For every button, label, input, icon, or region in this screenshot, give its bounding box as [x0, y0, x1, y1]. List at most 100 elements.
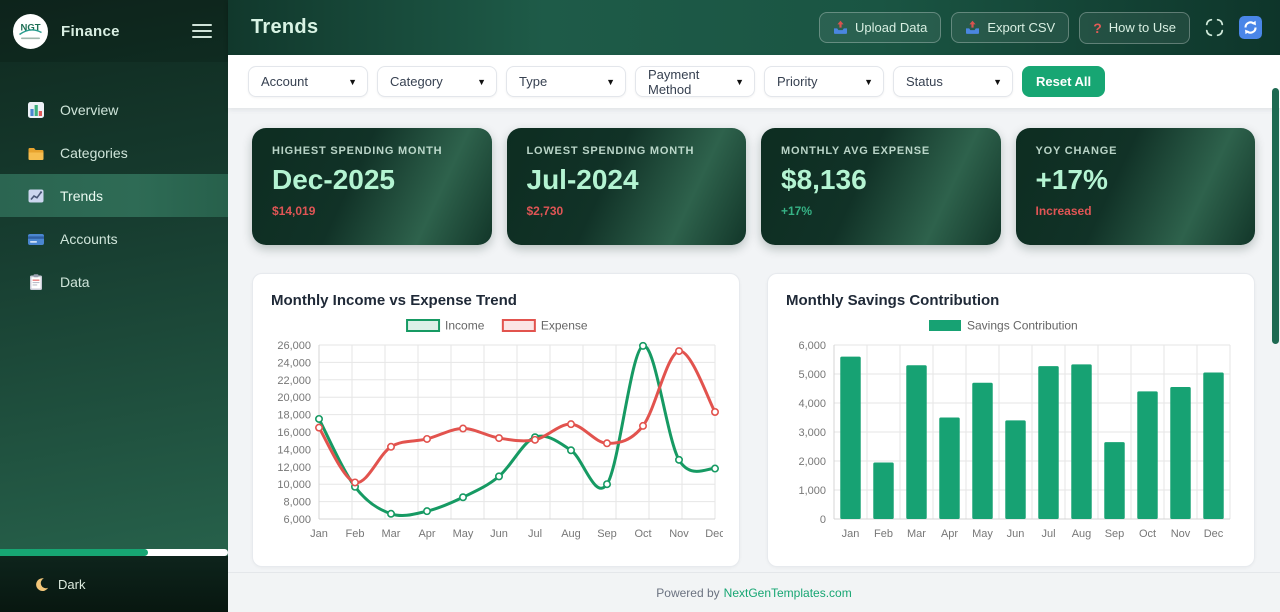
svg-text:10,000: 10,000: [277, 479, 311, 491]
svg-text:6,000: 6,000: [798, 340, 826, 352]
filter-account[interactable]: Account ▼: [248, 66, 368, 97]
chart-title: Monthly Income vs Expense Trend: [271, 292, 517, 309]
export-csv-button[interactable]: Export CSV: [951, 12, 1070, 43]
svg-text:Jul: Jul: [528, 528, 542, 540]
stat-value: +17%: [1035, 164, 1108, 195]
stat-card-yoy-change: YOY CHANGE +17% Increased: [1015, 128, 1255, 245]
stat-label: LOWEST SPENDING MONTH: [526, 145, 695, 157]
stat-card-monthly-avg-expense: MONTHLY AVG EXPENSE $8,136 +17%: [761, 128, 1001, 245]
filter-type[interactable]: Type ▼: [506, 66, 626, 97]
stat-value: Jul-2024: [526, 164, 639, 195]
svg-text:2,000: 2,000: [798, 456, 826, 468]
svg-text:24,000: 24,000: [277, 357, 311, 369]
filter-status[interactable]: Status ▼: [893, 66, 1013, 97]
svg-text:Sep: Sep: [597, 528, 617, 540]
svg-text:Oct: Oct: [1139, 528, 1156, 540]
chevron-down-icon: ▼: [864, 76, 873, 87]
export-tray-icon: [966, 20, 980, 34]
income-expense-line-chart[interactable]: 6,000 8,000 10,000 12,000 14,000 16,000 18,000…: [269, 313, 723, 545]
svg-text:3,000: 3,000: [798, 427, 826, 439]
svg-text:Apr: Apr: [941, 528, 958, 540]
sidebar-item-label: Categories: [60, 144, 128, 161]
sidebar-item-accounts[interactable]: Accounts: [0, 217, 228, 260]
sidebar-item-overview[interactable]: Overview: [0, 88, 228, 131]
svg-text:Sep: Sep: [1105, 528, 1125, 540]
page-header: Trends Upload Data Export CSV ? How to U…: [228, 0, 1280, 55]
sidebar-item-label: Trends: [60, 187, 104, 204]
svg-text:Feb: Feb: [346, 528, 365, 540]
svg-text:26,000: 26,000: [277, 340, 311, 352]
svg-text:Mar: Mar: [907, 528, 926, 540]
svg-text:Expense: Expense: [541, 319, 588, 333]
income-expense-chart-card: Monthly Income vs Expense Trend 6,000 8,0…: [252, 273, 740, 567]
upload-data-button[interactable]: Upload Data: [819, 12, 942, 43]
brand-row: NGT Finance: [0, 0, 228, 62]
clipboard-icon: [30, 273, 42, 290]
question-mark-icon: ?: [1093, 19, 1102, 36]
fullscreen-icon[interactable]: [1204, 17, 1225, 38]
svg-text:20,000: 20,000: [277, 392, 311, 404]
svg-text:Income: Income: [445, 319, 485, 333]
svg-text:18,000: 18,000: [277, 410, 311, 422]
svg-text:Aug: Aug: [561, 528, 581, 540]
svg-text:Aug: Aug: [1072, 528, 1092, 540]
svg-text:8,000: 8,000: [283, 497, 311, 509]
stat-card-lowest-spending: LOWEST SPENDING MONTH Jul-2024 $2,730: [506, 128, 746, 245]
theme-toggle-label: Dark: [58, 576, 86, 592]
svg-text:Savings Contribution: Savings Contribution: [967, 319, 1078, 333]
svg-text:May: May: [453, 528, 474, 540]
how-to-use-button[interactable]: ? How to Use: [1079, 11, 1190, 44]
folder-icon: [28, 147, 44, 160]
stat-subtext: +17%: [781, 204, 813, 218]
sidebar-progress-bar[interactable]: [0, 549, 228, 556]
sidebar-item-label: Overview: [60, 101, 119, 118]
stat-card-highest-spending: HIGHEST SPENDING MONTH Dec-2025 $14,019: [252, 128, 492, 245]
ngt-logo: NGT: [13, 13, 48, 49]
svg-text:Jun: Jun: [490, 528, 508, 540]
footer-text: Powered by: [656, 585, 720, 600]
sidebar: NGT Finance Overview: [0, 0, 228, 612]
svg-text:14,000: 14,000: [277, 444, 311, 456]
brand-name: Finance: [61, 22, 120, 40]
menu-toggle-icon[interactable]: [192, 20, 212, 42]
savings-bar-chart[interactable]: 0 1,000 2,000 3,000 4,000 5,000 6,000 Jan Feb Mar…: [784, 313, 1238, 545]
svg-text:4,000: 4,000: [798, 398, 826, 410]
dark-mode-toggle[interactable]: Dark: [34, 577, 85, 592]
svg-text:Jan: Jan: [310, 528, 328, 540]
sidebar-nav: Overview Categories Trends: [0, 88, 228, 303]
svg-text:12,000: 12,000: [277, 462, 311, 474]
svg-text:1,000: 1,000: [798, 485, 826, 497]
stat-label: HIGHEST SPENDING MONTH: [272, 145, 443, 157]
svg-text:Dec: Dec: [705, 528, 723, 540]
sidebar-item-trends[interactable]: Trends: [0, 174, 228, 217]
sidebar-item-categories[interactable]: Categories: [0, 131, 228, 174]
reset-all-button[interactable]: Reset All: [1022, 66, 1106, 97]
vertical-scrollbar[interactable]: [1272, 88, 1279, 344]
filter-priority[interactable]: Priority ▼: [764, 66, 884, 97]
sidebar-footer: Dark: [0, 556, 228, 612]
credit-card-icon: [28, 233, 44, 245]
moon-icon: [36, 577, 49, 591]
svg-text:Jan: Jan: [842, 528, 860, 540]
filter-category[interactable]: Category ▼: [377, 66, 497, 97]
content-pane: Trends Upload Data Export CSV ? How to U…: [228, 0, 1280, 612]
footer-link[interactable]: NextGenTemplates.com: [723, 585, 852, 600]
svg-text:0: 0: [820, 514, 826, 526]
stat-cards-row: HIGHEST SPENDING MONTH Dec-2025 $14,019 …: [252, 128, 1255, 245]
refresh-icon[interactable]: [1239, 16, 1262, 39]
stat-subtext: Increased: [1035, 204, 1092, 218]
chart-title: Monthly Savings Contribution: [786, 292, 1000, 309]
filter-payment-method[interactable]: Payment Method ▼: [635, 66, 755, 97]
sidebar-item-label: Data: [60, 273, 90, 290]
upload-tray-icon: [834, 20, 848, 34]
sidebar-item-data[interactable]: Data: [0, 260, 228, 303]
page-footer: Powered by NextGenTemplates.com: [228, 572, 1280, 612]
svg-text:Apr: Apr: [418, 528, 435, 540]
chevron-down-icon: ▼: [477, 76, 486, 87]
trend-chart-icon: [28, 189, 44, 202]
svg-text:22,000: 22,000: [277, 375, 311, 387]
svg-text:May: May: [972, 528, 993, 540]
sidebar-item-label: Accounts: [60, 230, 118, 247]
svg-text:Nov: Nov: [1171, 528, 1191, 540]
